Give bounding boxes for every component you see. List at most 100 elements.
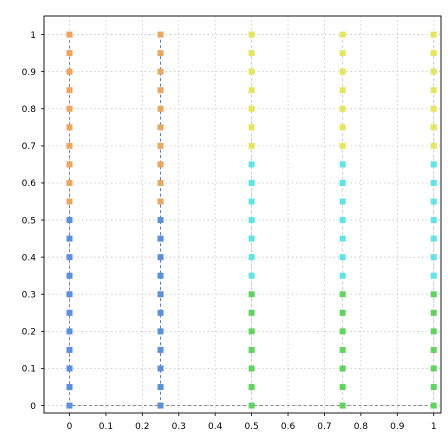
data-point-0-5 [66, 309, 73, 316]
y-tick-label-9: 0.9 [22, 68, 37, 78]
data-point-2-3 [248, 346, 255, 353]
data-point-3-19 [339, 50, 346, 57]
data-point-3-13 [339, 161, 346, 168]
x-axis-ticks: 0 0.1 0.2 0.3 0.4 0.5 0.6 0.7 0.8 0.9 1 [67, 413, 437, 432]
data-point-2-15 [248, 124, 255, 131]
x-tick-label-1: 0.1 [99, 422, 113, 432]
data-point-4-16 [430, 105, 437, 112]
data-point-0-15 [66, 124, 73, 131]
data-point-1-9 [157, 235, 164, 242]
data-points [66, 31, 437, 409]
data-point-1-14 [157, 142, 164, 149]
data-point-1-6 [157, 291, 164, 298]
data-point-2-19 [248, 50, 255, 57]
x-tick-label-3: 0.3 [172, 422, 186, 432]
y-tick-label-2: 0.2 [22, 328, 36, 338]
data-point-2-13 [248, 161, 255, 168]
data-point-4-9 [430, 235, 437, 242]
data-point-4-0 [430, 402, 437, 409]
x-tick-label-8: 0.8 [354, 422, 369, 432]
data-point-4-18 [430, 68, 437, 75]
data-point-1-7 [157, 272, 164, 279]
data-point-3-12 [339, 179, 346, 186]
data-point-1-18 [157, 68, 164, 75]
data-point-0-3 [66, 346, 73, 353]
data-point-2-9 [248, 235, 255, 242]
x-tick-label-4: 0.4 [208, 422, 223, 432]
data-point-2-12 [248, 179, 255, 186]
data-point-2-16 [248, 105, 255, 112]
data-point-4-13 [430, 161, 437, 168]
data-point-2-14 [248, 142, 255, 149]
x-tick-label-9: 0.9 [390, 422, 405, 432]
data-point-0-0 [66, 402, 73, 409]
y-tick-label-5: 0.5 [22, 216, 36, 226]
data-point-0-4 [66, 328, 73, 335]
data-point-3-1 [339, 384, 346, 391]
y-tick-label-10: 1 [30, 31, 36, 41]
data-point-2-7 [248, 272, 255, 279]
data-point-1-12 [157, 179, 164, 186]
data-point-0-10 [66, 217, 73, 224]
y-tick-label-8: 0.8 [22, 105, 37, 115]
data-point-1-0 [157, 402, 164, 409]
data-point-0-20 [66, 31, 73, 38]
data-point-2-0 [248, 402, 255, 409]
data-point-1-1 [157, 384, 164, 391]
data-point-0-7 [66, 272, 73, 279]
x-tick-label-0: 0 [67, 422, 73, 432]
data-point-2-5 [248, 309, 255, 316]
data-point-1-4 [157, 328, 164, 335]
data-point-4-1 [430, 384, 437, 391]
data-point-0-16 [66, 105, 73, 112]
data-point-4-20 [430, 31, 437, 38]
data-point-1-17 [157, 87, 164, 94]
data-point-3-17 [339, 87, 346, 94]
data-point-3-10 [339, 217, 346, 224]
data-point-2-20 [248, 31, 255, 38]
data-point-0-1 [66, 384, 73, 391]
data-point-3-14 [339, 142, 346, 149]
data-point-4-15 [430, 124, 437, 131]
data-point-2-10 [248, 217, 255, 224]
data-point-3-8 [339, 254, 346, 261]
x-tick-label-10: 1 [431, 422, 437, 432]
data-point-0-11 [66, 198, 73, 205]
data-point-4-5 [430, 309, 437, 316]
data-point-2-4 [248, 328, 255, 335]
data-point-3-2 [339, 365, 346, 372]
data-point-0-8 [66, 254, 73, 261]
grid [44, 16, 441, 413]
data-point-4-19 [430, 50, 437, 57]
data-point-3-15 [339, 124, 346, 131]
data-point-4-11 [430, 198, 437, 205]
data-point-2-1 [248, 384, 255, 391]
data-point-2-2 [248, 365, 255, 372]
data-point-4-10 [430, 217, 437, 224]
data-point-3-0 [339, 402, 346, 409]
data-point-0-2 [66, 365, 73, 372]
data-point-4-8 [430, 254, 437, 261]
data-point-2-18 [248, 68, 255, 75]
data-point-2-8 [248, 254, 255, 261]
data-point-1-19 [157, 50, 164, 57]
data-point-3-16 [339, 105, 346, 112]
data-point-0-9 [66, 235, 73, 242]
data-point-3-9 [339, 235, 346, 242]
y-tick-label-7: 0.7 [22, 142, 36, 152]
data-point-3-3 [339, 346, 346, 353]
data-point-3-20 [339, 31, 346, 38]
data-point-1-5 [157, 309, 164, 316]
data-point-3-6 [339, 291, 346, 298]
data-point-1-8 [157, 254, 164, 261]
y-tick-label-6: 0.6 [22, 179, 37, 189]
data-point-1-3 [157, 346, 164, 353]
data-point-1-20 [157, 31, 164, 38]
data-point-4-12 [430, 179, 437, 186]
data-point-3-11 [339, 198, 346, 205]
data-point-4-4 [430, 328, 437, 335]
y-axis-ticks: 0 0.1 0.2 0.3 0.4 0.5 0.6 0.7 0.8 0.9 1 [22, 31, 44, 412]
data-point-4-14 [430, 142, 437, 149]
data-point-2-17 [248, 87, 255, 94]
plot-frame [43, 15, 442, 414]
